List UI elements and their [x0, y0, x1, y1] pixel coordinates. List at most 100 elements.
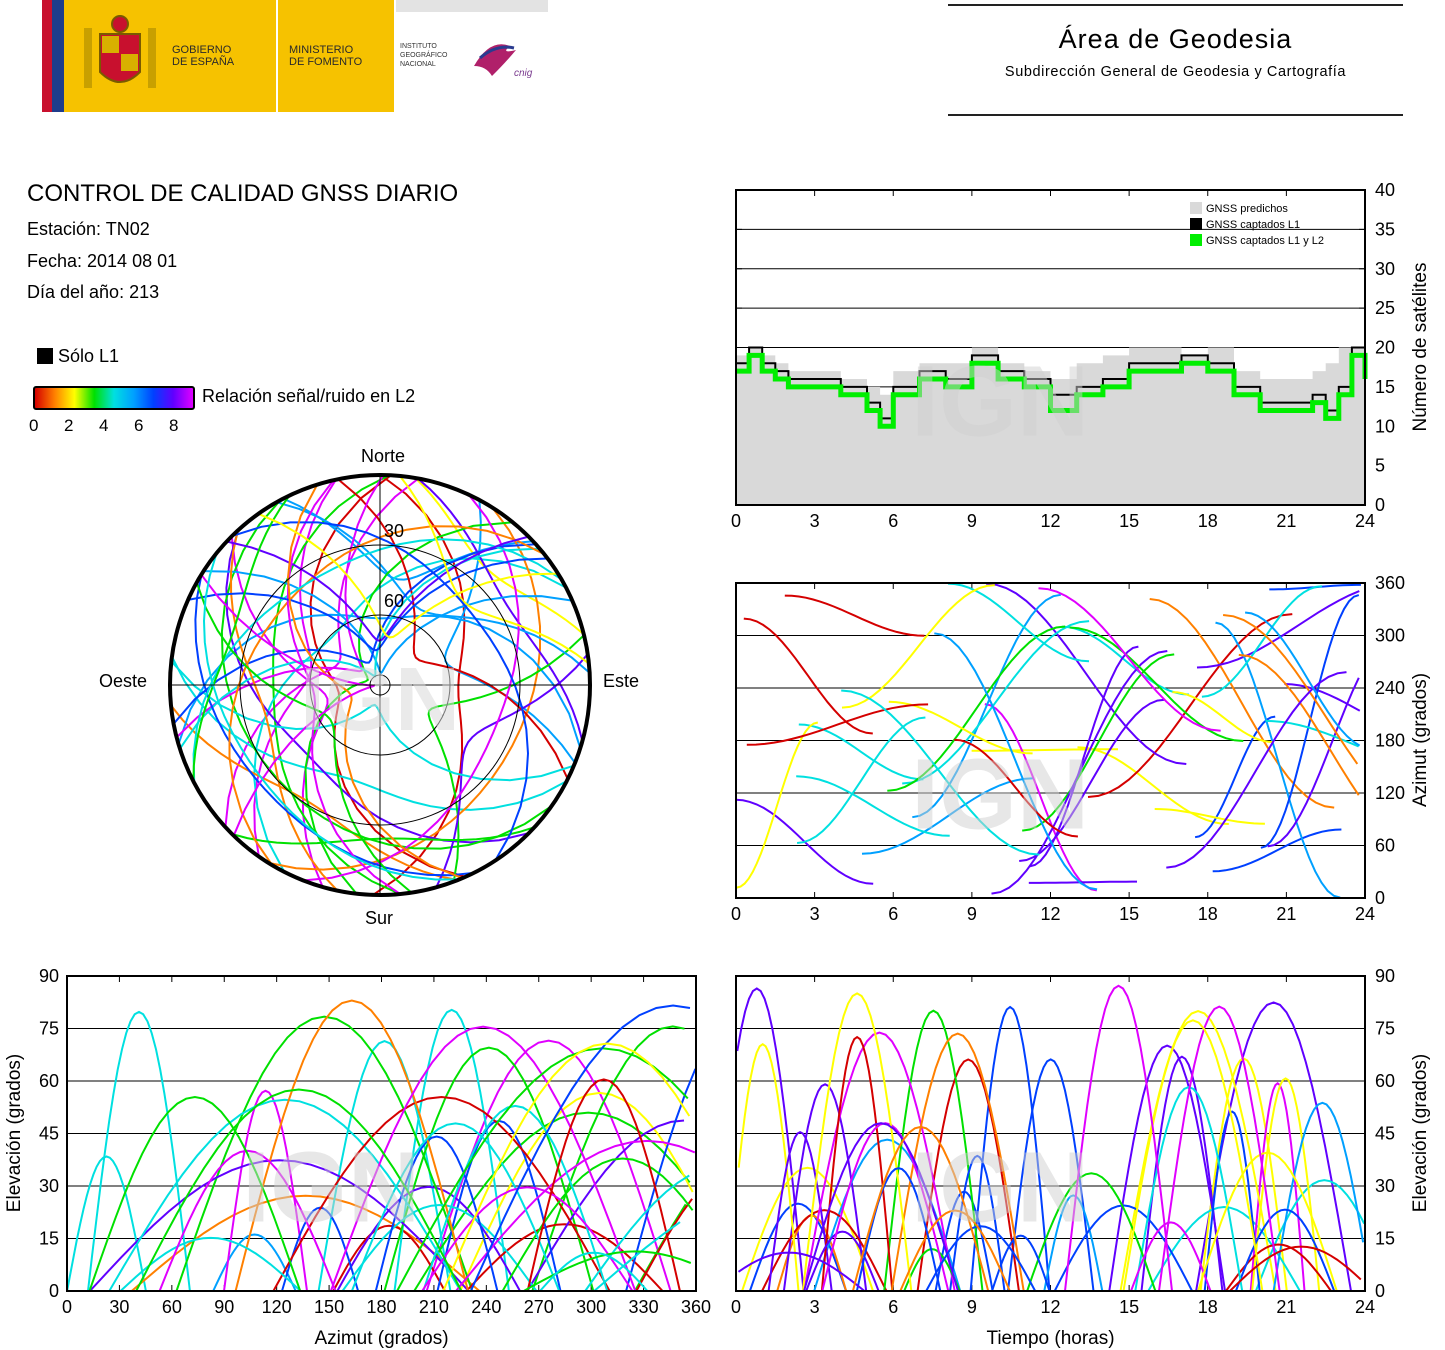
x-tick-label: 18 — [1198, 904, 1218, 924]
x-tick-label: 300 — [576, 1297, 606, 1317]
ministerio-logo-block — [278, 0, 394, 112]
satellite-track — [803, 1031, 956, 1292]
y-tick-label: 5 — [1375, 456, 1385, 476]
satellite-track — [1077, 746, 1229, 825]
x-tick-label: 15 — [1119, 511, 1139, 531]
satellite-track — [383, 1046, 595, 1292]
satellite-track — [1265, 719, 1359, 748]
satellite-track — [1267, 677, 1360, 848]
satellite-track — [899, 1209, 1011, 1292]
satellite-track — [947, 582, 1090, 663]
satellite-track — [192, 494, 291, 782]
satellite-track — [991, 650, 1168, 895]
ign-logo-topbar — [396, 0, 548, 12]
y-tick-label: 30 — [39, 1176, 59, 1196]
satellite-track — [1154, 808, 1265, 825]
satellite-track — [796, 716, 926, 844]
x-tick-label: 0 — [731, 1297, 741, 1317]
y-tick-label: 240 — [1375, 678, 1405, 698]
satellite-track — [303, 494, 520, 882]
x-tick-label: 6 — [888, 904, 898, 924]
ministerio-label: MINISTERIO DE FOMENTO — [289, 44, 363, 68]
satellite-track — [1196, 590, 1360, 669]
satellite-track — [1028, 880, 1137, 884]
satellite-track — [341, 1203, 538, 1292]
satellite-track — [88, 1095, 302, 1292]
x-tick-label: 9 — [967, 904, 977, 924]
satellite-track — [1166, 671, 1347, 869]
satellite-track — [593, 1221, 681, 1292]
watermark: IGN — [242, 1132, 420, 1244]
y-tick-label: 0 — [49, 1281, 59, 1301]
series-line — [736, 346, 1366, 420]
solo-l1-swatch — [37, 348, 53, 364]
satellite-track — [203, 570, 573, 675]
y-tick-label: 300 — [1375, 626, 1405, 646]
satellite-track — [1203, 1110, 1261, 1292]
snr-tick: 6 — [134, 416, 144, 435]
satellite-track — [1087, 613, 1293, 798]
satellite-track — [1019, 698, 1165, 862]
satellite-track — [985, 582, 1187, 765]
satellite-track — [175, 1015, 474, 1292]
satellite-track — [195, 582, 413, 894]
satellite-track — [1201, 585, 1323, 698]
satellite-track — [276, 501, 591, 674]
satellite-track — [304, 521, 513, 895]
x-tick-label: 180 — [366, 1297, 396, 1317]
skyplot-chart: 30 60 Norte Sur Este Oeste IGN — [99, 446, 639, 928]
satellite-track — [89, 1159, 470, 1292]
snr-tick: 4 — [99, 416, 109, 435]
satellite-track — [393, 1008, 510, 1292]
instituto-label: INSTITUTO GEOGRÁFICO NACIONAL — [400, 43, 448, 68]
satellite-track — [801, 992, 913, 1292]
satellite-track — [1069, 626, 1244, 742]
satellite-track — [336, 1185, 521, 1292]
doy-label: Día del año: 213 — [27, 282, 160, 302]
satellite-track — [1215, 621, 1341, 899]
satellite-track — [883, 1009, 984, 1292]
satellite-track — [1229, 1245, 1362, 1292]
y-axis-label: Elevación (grados) — [4, 1054, 25, 1212]
satellite-track — [131, 1194, 481, 1292]
spain-flag-stripe — [42, 0, 52, 112]
satellite-track — [253, 557, 567, 873]
satellite-track — [1108, 1044, 1226, 1292]
satellite-track — [746, 703, 929, 746]
satellite-track — [1251, 1077, 1321, 1292]
satellite-track — [329, 1025, 637, 1292]
x-tick-label: 24 — [1355, 904, 1375, 924]
satellite-track — [158, 1149, 337, 1292]
skyplot-west-label: Oeste — [99, 671, 147, 691]
x-tick-label: 120 — [262, 1297, 292, 1317]
skyplot-ring-label: 60 — [384, 591, 404, 611]
x-tick-label: 270 — [524, 1297, 554, 1317]
y-tick-label: 20 — [1375, 338, 1395, 358]
satellite-track — [228, 525, 545, 866]
y-tick-label: 15 — [1375, 1229, 1395, 1249]
satellite-track — [177, 613, 582, 749]
x-tick-label: 12 — [1040, 1297, 1060, 1317]
satellite-track — [736, 721, 819, 889]
satellite-track — [455, 1139, 696, 1292]
y-tick-label: 90 — [1375, 966, 1395, 986]
y-tick-label: 35 — [1375, 219, 1395, 239]
legend-swatch — [1190, 234, 1202, 246]
satellite-track — [912, 593, 1061, 819]
satellite-track — [798, 723, 924, 781]
x-tick-label: 330 — [629, 1297, 659, 1317]
satellite-track — [784, 594, 925, 637]
satellite-track — [435, 653, 589, 888]
x-tick-label: 3 — [810, 904, 820, 924]
satellite-track — [1149, 598, 1335, 809]
satellite-track — [737, 1042, 800, 1292]
solo-l1-label: Sólo L1 — [58, 346, 120, 366]
x-tick-label: 3 — [810, 511, 820, 531]
satellite-track — [200, 574, 375, 837]
y-tick-label: 180 — [1375, 731, 1405, 751]
skyplot-north-label: Norte — [361, 446, 405, 466]
satellite-track — [1249, 1082, 1306, 1292]
x-tick-label: 360 — [681, 1297, 711, 1317]
